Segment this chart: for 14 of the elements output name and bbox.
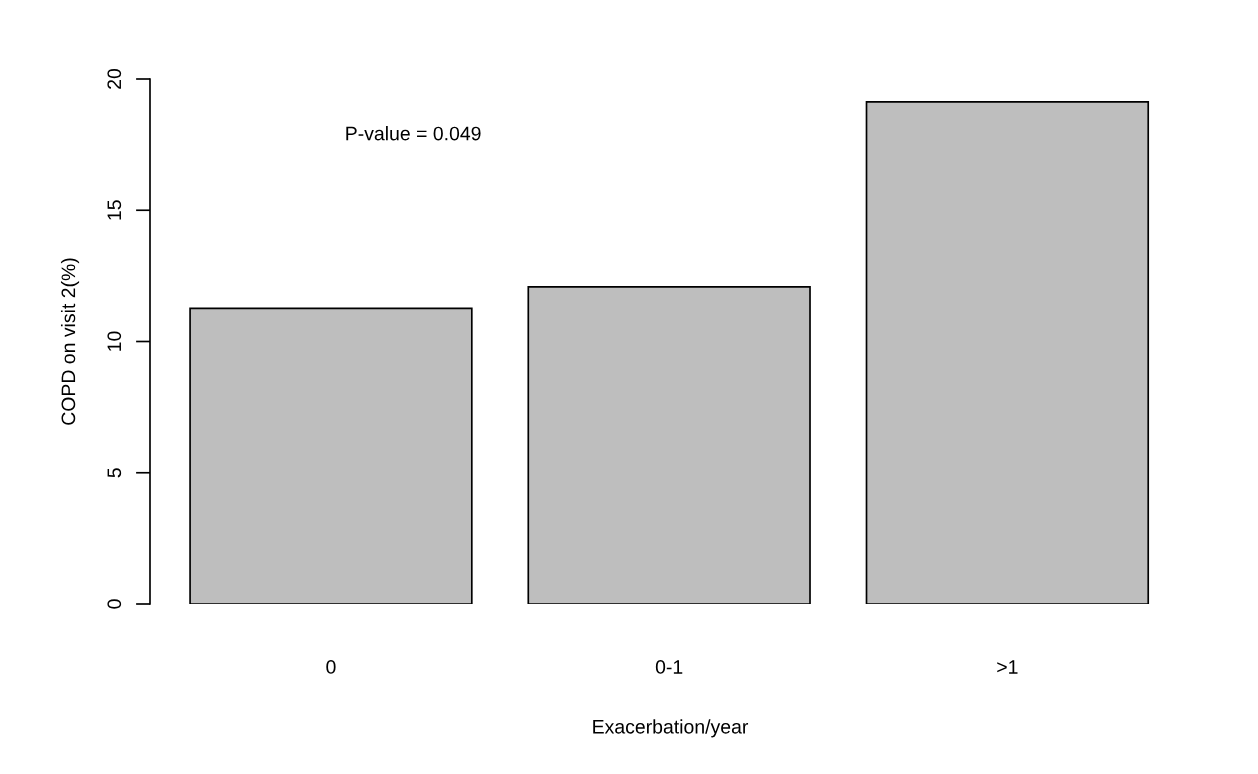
y-axis-title: COPD on visit 2(%) bbox=[60, 258, 80, 425]
bar bbox=[189, 307, 473, 604]
x-tick-label: 0-1 bbox=[655, 660, 683, 674]
x-axis-title: Exacerbation/year bbox=[593, 719, 749, 738]
bar bbox=[527, 286, 811, 604]
bar bbox=[865, 101, 1150, 604]
y-tick-label: 15 bbox=[107, 200, 122, 220]
y-tick-label: 20 bbox=[107, 68, 122, 89]
y-tick-label: 0 bbox=[107, 599, 122, 609]
x-tick-label: >1 bbox=[997, 660, 1018, 674]
y-tick-label: 10 bbox=[107, 331, 122, 351]
x-tick-label: 0 bbox=[326, 660, 336, 674]
annotation: P-value = 0.049 bbox=[346, 126, 481, 141]
y-tick-label: 5 bbox=[107, 468, 122, 478]
